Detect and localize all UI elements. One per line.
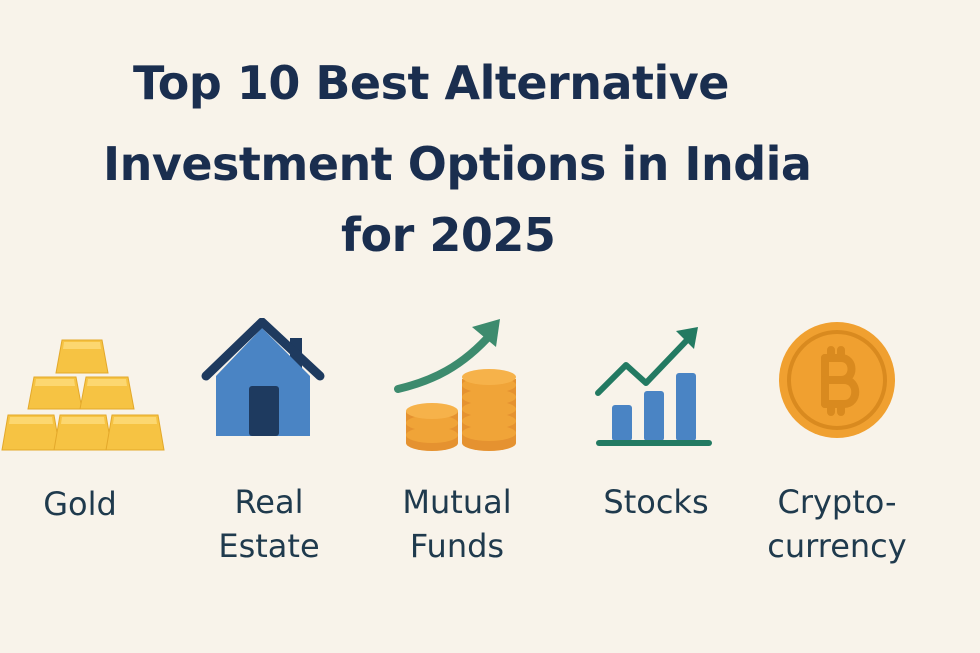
gold-bars-icon [1, 339, 165, 451]
label-cryptocurrency-line-1: Crypto- [777, 483, 897, 521]
label-mutual-funds-line-2: Funds [409, 527, 505, 565]
label-mutual-funds: Mutual Funds [387, 480, 527, 568]
label-mutual-funds-line-1: Mutual [402, 483, 512, 521]
bar-chart-trend-icon [595, 327, 712, 446]
page-title-line-1: Top 10 Best Alternative [133, 56, 729, 110]
page-title-line-2: Investment Options in India [103, 137, 812, 191]
label-cryptocurrency-line-2: currency [767, 527, 907, 565]
coins-growth-arrow-icon [394, 319, 516, 451]
label-stocks: Stocks [586, 480, 726, 524]
label-real-estate-line-2: Estate [218, 527, 320, 565]
label-real-estate: Real Estate [199, 480, 339, 568]
label-gold-line-1: Gold [43, 485, 117, 523]
label-real-estate-line-1: Real [234, 483, 304, 521]
label-gold: Gold [20, 482, 140, 526]
bitcoin-coin-icon [779, 322, 895, 438]
page-title-line-3: for 2025 [341, 208, 556, 262]
house-icon [201, 318, 325, 436]
label-cryptocurrency: Crypto- currency [757, 480, 917, 568]
label-stocks-line-1: Stocks [603, 483, 709, 521]
